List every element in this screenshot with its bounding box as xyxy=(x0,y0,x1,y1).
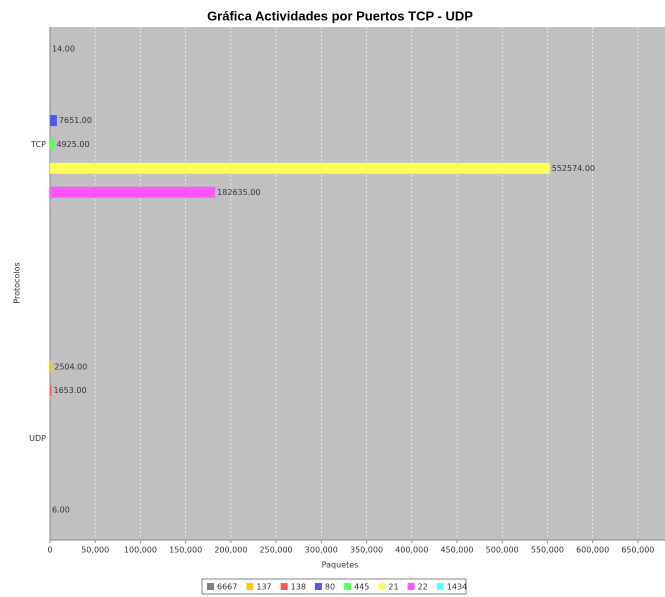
value-label: 14.00 xyxy=(52,44,75,53)
legend-label: 137 xyxy=(256,583,271,592)
x-tick-label: 50,000 xyxy=(81,546,109,555)
x-tick-label: 250,000 xyxy=(260,546,293,555)
x-tick-label: 0 xyxy=(47,546,52,555)
bar xyxy=(50,138,55,150)
legend-swatch xyxy=(407,583,415,590)
x-tick-label: 500,000 xyxy=(486,546,519,555)
legend-swatch xyxy=(378,583,386,590)
chart-title: Gráfica Actividades por Puertos TCP - UD… xyxy=(207,8,473,23)
legend-label: 80 xyxy=(325,583,335,592)
x-tick-label: 350,000 xyxy=(350,546,383,555)
legend-swatch xyxy=(314,583,322,590)
x-tick-label: 300,000 xyxy=(305,546,338,555)
bar xyxy=(50,115,57,127)
x-tick-label: 400,000 xyxy=(395,546,428,555)
legend-label: 21 xyxy=(388,583,398,592)
y-axis-label: Protocolos xyxy=(13,262,22,303)
y-tick-label: UDP xyxy=(29,434,46,443)
x-tick-label: 550,000 xyxy=(531,546,564,555)
legend xyxy=(201,578,467,595)
y-tick-label: TCP xyxy=(30,140,46,149)
value-label: 6.00 xyxy=(52,506,70,515)
legend-swatch xyxy=(280,583,288,590)
legend-swatch xyxy=(207,583,214,590)
legend-swatch xyxy=(344,583,352,590)
legend-swatch xyxy=(436,583,444,590)
x-tick-label: 650,000 xyxy=(621,546,654,555)
value-label: 182635.00 xyxy=(217,188,260,197)
legend-label: 6667 xyxy=(217,583,237,592)
plot-area xyxy=(50,27,665,540)
value-label: 7651.00 xyxy=(59,116,92,125)
x-tick-label: 450,000 xyxy=(440,546,473,555)
legend-swatch xyxy=(246,583,254,590)
legend-label: 1434 xyxy=(447,583,467,592)
x-tick-label: 150,000 xyxy=(169,546,202,555)
value-label: 1653.00 xyxy=(53,386,86,395)
legend-label: 138 xyxy=(291,583,306,592)
bar xyxy=(50,186,216,198)
legend-label: 22 xyxy=(418,583,428,592)
bar xyxy=(50,162,550,174)
bar xyxy=(50,361,53,373)
legend-label: 445 xyxy=(354,583,369,592)
x-tick-label: 200,000 xyxy=(214,546,247,555)
bar xyxy=(50,385,52,397)
x-axis-label: Paquetes xyxy=(322,561,359,570)
value-label: 2504.00 xyxy=(54,362,87,371)
value-label: 4925.00 xyxy=(56,140,89,149)
x-tick-label: 600,000 xyxy=(576,546,609,555)
value-label: 552574.00 xyxy=(552,164,595,173)
x-tick-label: 100,000 xyxy=(124,546,157,555)
